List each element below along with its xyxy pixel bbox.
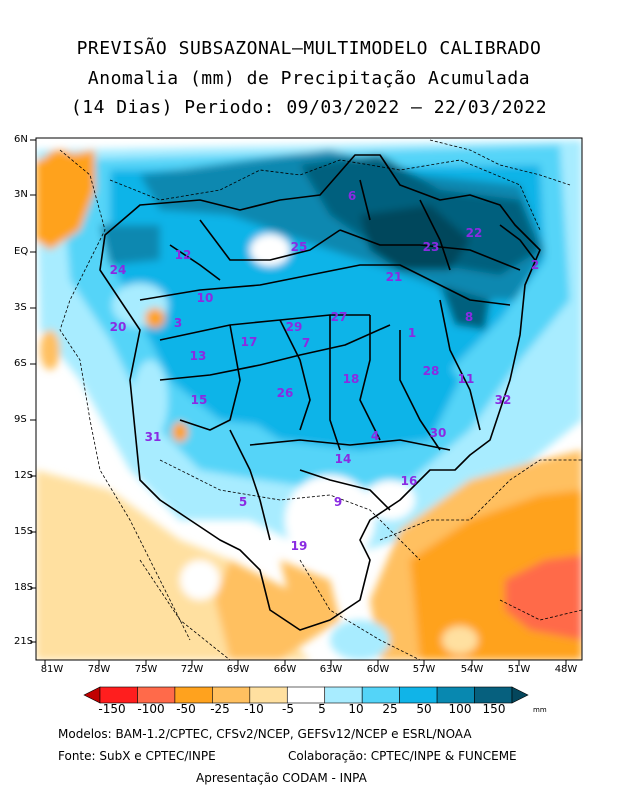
lat-label: 3S xyxy=(14,302,27,313)
credit-collaboration: Colaboração: CPTEC/INPE & FUNCEME xyxy=(288,749,517,763)
lat-label: EQ xyxy=(14,246,29,257)
lon-label: 69W xyxy=(226,664,250,675)
colorbar-label: 50 xyxy=(416,702,432,716)
colorbar-swatch xyxy=(324,686,363,704)
colorbar-swatch xyxy=(174,686,213,704)
colorbar-swatch xyxy=(99,686,138,704)
basin-label-17: 17 xyxy=(241,335,258,349)
basin-label-16: 16 xyxy=(401,474,418,488)
colorbar-label: 25 xyxy=(382,702,398,716)
credit-models: Modelos: BAM-1.2/CPTEC, CFSv2/NCEP, GEFS… xyxy=(58,727,472,741)
basin-label-25: 25 xyxy=(291,240,308,254)
colorbar-label: 5 xyxy=(318,702,326,716)
basin-labels: 6 25 23 22 12 24 21 2 10 3 20 27 29 8 1 17 7 13 28 11 18 26 15… xyxy=(110,189,540,553)
lat-label: 6N xyxy=(14,134,28,145)
colorbar-label: -100 xyxy=(137,702,165,716)
colorbar-swatch xyxy=(212,686,251,704)
basin-label-8: 8 xyxy=(465,310,473,324)
basin-label-22: 22 xyxy=(466,226,483,240)
basin-label-28: 28 xyxy=(423,364,440,378)
axis-ticks xyxy=(30,139,567,666)
lon-label: 48W xyxy=(554,664,578,675)
lon-label: 54W xyxy=(460,664,484,675)
lon-label: 72W xyxy=(180,664,204,675)
lon-label: 66W xyxy=(273,664,297,675)
colorbar-swatch xyxy=(286,686,326,704)
basin-label-12: 12 xyxy=(175,248,192,262)
colorbar-swatch xyxy=(137,686,176,704)
lon-label: 51W xyxy=(507,664,531,675)
basin-label-20: 20 xyxy=(110,320,127,334)
colorbar-label: -25 xyxy=(210,702,230,716)
basin-label-26: 26 xyxy=(277,386,294,400)
colorbar-label: -5 xyxy=(282,702,294,716)
lon-label: 60W xyxy=(366,664,390,675)
title-line-2: Anomalia (mm) de Precipitação Acumulada xyxy=(87,68,531,89)
basin-label-19: 19 xyxy=(291,539,308,553)
colorbar-min-triangle xyxy=(83,686,101,704)
lon-label: 75W xyxy=(134,664,158,675)
basin-label-5: 5 xyxy=(239,495,247,509)
lon-label: 57W xyxy=(412,664,436,675)
lat-label: 3N xyxy=(14,189,28,200)
basin-label-24: 24 xyxy=(110,263,127,277)
basin-label-11: 11 xyxy=(458,372,475,386)
basin-label-32: 32 xyxy=(495,393,512,407)
colorbar-label: -150 xyxy=(98,702,126,716)
basin-label-23: 23 xyxy=(423,240,440,254)
basin-label-18: 18 xyxy=(343,372,360,386)
credit-presentation: Apresentação CODAM - INPA xyxy=(196,771,367,785)
colorbar-label: 150 xyxy=(482,702,506,716)
basin-label-7: 7 xyxy=(302,336,310,350)
lon-label: 81W xyxy=(40,664,64,675)
lon-label: 63W xyxy=(319,664,343,675)
basin-label-30: 30 xyxy=(430,426,447,440)
colorbar-swatch xyxy=(249,686,288,704)
basin-label-29: 29 xyxy=(286,320,303,334)
colorbar xyxy=(83,686,529,704)
colorbar-swatch xyxy=(474,686,513,704)
colorbar-label: 10 xyxy=(348,702,364,716)
colorbar-unit: mm xyxy=(533,706,547,714)
colorbar-label: 100 xyxy=(448,702,472,716)
basin-label-6: 6 xyxy=(348,189,356,203)
basin-label-3: 3 xyxy=(174,316,182,330)
basin-label-21: 21 xyxy=(386,270,403,284)
title-line-3: (14 Dias) Periodo: 09/03/2022 — 22/03/20… xyxy=(70,97,548,118)
colorbar-swatch xyxy=(361,686,400,704)
basin-label-10: 10 xyxy=(197,291,214,305)
anomaly-field xyxy=(36,138,582,660)
basin-label-2: 2 xyxy=(531,258,539,272)
lat-label: 6S xyxy=(14,358,27,369)
colorbar-swatch xyxy=(436,686,475,704)
political-boundaries xyxy=(59,139,582,660)
basin-label-1: 1 xyxy=(408,326,416,340)
basin-label-14: 14 xyxy=(335,452,352,466)
title-line-1: PREVISÃO SUBSAZONAL—MULTIMODELO CALIBRAD… xyxy=(76,38,542,59)
lat-label: 21S xyxy=(14,636,34,647)
basin-boundaries xyxy=(99,154,541,631)
basin-label-4: 4 xyxy=(371,429,379,443)
credit-source: Fonte: SubX e CPTEC/INPE xyxy=(58,749,216,763)
basin-label-13: 13 xyxy=(190,349,207,363)
lat-label: 18S xyxy=(14,582,34,593)
basin-label-27: 27 xyxy=(331,310,348,324)
lon-label: 78W xyxy=(87,664,111,675)
colorbar-swatch xyxy=(399,686,438,704)
map-frame xyxy=(35,137,583,661)
colorbar-label: -50 xyxy=(176,702,196,716)
lat-label: 15S xyxy=(14,526,34,537)
basin-label-31: 31 xyxy=(145,430,162,444)
colorbar-label: -10 xyxy=(244,702,264,716)
lat-label: 12S xyxy=(14,470,34,481)
colorbar-max-triangle xyxy=(511,686,529,704)
basin-label-15: 15 xyxy=(191,393,208,407)
lat-label: 9S xyxy=(14,414,27,425)
basin-label-9: 9 xyxy=(334,495,342,509)
